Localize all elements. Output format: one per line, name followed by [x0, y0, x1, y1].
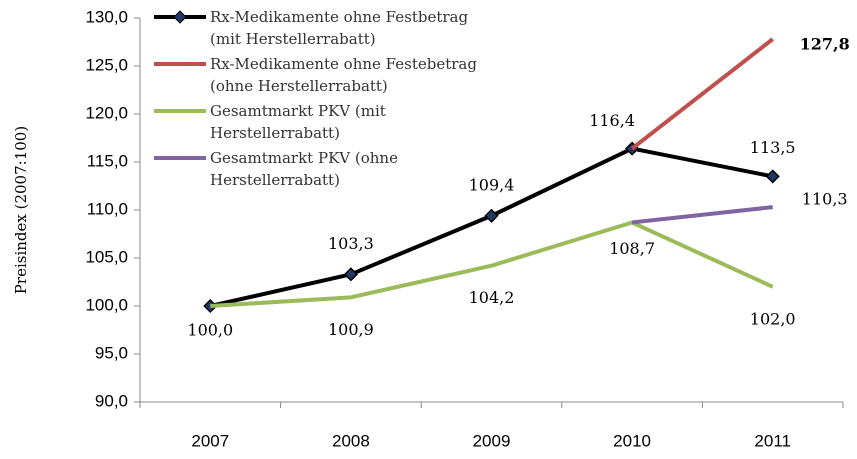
y-tick-label: 100,0: [85, 295, 128, 314]
data-label: 113,5: [750, 138, 796, 157]
point-marker: [343, 267, 358, 282]
legend-swatch: [154, 62, 206, 66]
y-tick-label: 110,0: [87, 199, 128, 218]
series-line: [630, 37, 774, 151]
x-tick-label: 2008: [332, 431, 370, 450]
data-label: 109,4: [469, 175, 515, 194]
x-tick-label: 2009: [473, 431, 511, 450]
legend-entry: Rx-Medikamente ohne Festbetrag (mit Hers…: [152, 6, 478, 53]
legend-label: Rx-Medikamente ohne Festbetrag (mit Hers…: [210, 8, 469, 48]
y-tick-label: 115,0: [87, 151, 128, 170]
legend-label: Rx-Medikamente ohne Festebetrag (ohne He…: [210, 55, 477, 95]
y-tick-label: 105,0: [85, 247, 128, 266]
data-label: 104,2: [469, 288, 515, 307]
legend-entry: Rx-Medikamente ohne Festebetrag (ohne He…: [152, 53, 478, 100]
y-tick-label: 120,0: [85, 103, 128, 122]
data-label: 102,0: [750, 309, 796, 328]
data-label: 103,3: [328, 234, 374, 253]
legend-label: Gesamtmarkt PKV (ohne Herstellerrabatt): [210, 149, 398, 189]
legend-entry: Gesamtmarkt PKV (mit Herstellerrabatt): [152, 100, 478, 147]
x-tick-label: 2010: [613, 431, 651, 450]
series-line: [631, 205, 773, 225]
x-tick-label: 2011: [754, 431, 791, 450]
data-label: 110,3: [802, 190, 848, 209]
data-label: 100,9: [328, 320, 374, 339]
y-tick-label: 95,0: [95, 343, 128, 362]
legend-label: Gesamtmarkt PKV (mit Herstellerrabatt): [210, 102, 386, 142]
x-tick-label: 2007: [191, 431, 229, 450]
y-tick-label: 130,0: [85, 7, 128, 26]
data-label: 116,4: [589, 111, 635, 130]
legend-swatch: [154, 156, 206, 160]
y-tick-label: 125,0: [85, 55, 128, 74]
data-label: 100,0: [187, 321, 233, 340]
point-marker: [484, 208, 499, 223]
data-label: 127,8: [800, 35, 850, 54]
legend: Rx-Medikamente ohne Festbetrag (mit Hers…: [152, 6, 478, 194]
legend-swatch: [154, 10, 206, 24]
legend-marker: [173, 10, 187, 24]
y-axis-label: Preisindex (2007:100): [12, 126, 30, 294]
data-label: 108,7: [609, 239, 655, 258]
series-line: [210, 220, 774, 308]
legend-entry: Gesamtmarkt PKV (ohne Herstellerrabatt): [152, 147, 478, 194]
y-tick-label: 90,0: [95, 391, 128, 410]
point-marker: [765, 169, 780, 184]
legend-swatch: [154, 109, 206, 113]
